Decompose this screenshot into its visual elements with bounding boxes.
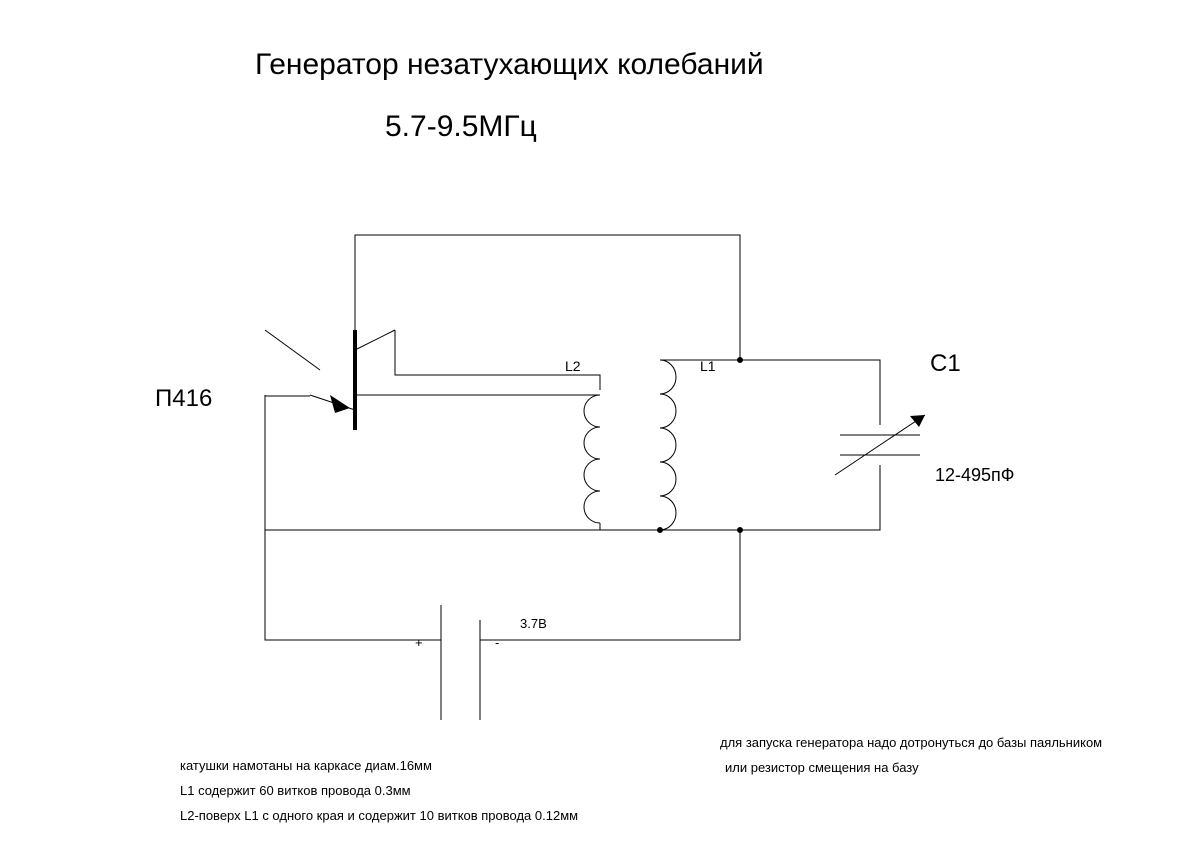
battery-plus-label: +: [415, 635, 423, 650]
battery-voltage-label: 3.7В: [520, 616, 547, 631]
note-left-line3: L2-поверх L1 с одного края и содержит 10…: [180, 808, 578, 823]
capacitor-label: C1: [930, 350, 961, 378]
capacitor-value: 12-495пФ: [935, 465, 1014, 486]
note-left-line1: катушки намотаны на каркасе диам.16мм: [180, 758, 432, 773]
note-left-line2: L1 содержит 60 витков провода 0.3мм: [180, 783, 411, 798]
circuit-schematic: [0, 0, 1200, 848]
inductor-l1-label: L1: [700, 358, 716, 374]
battery-minus-label: -: [495, 635, 499, 650]
note-right-line1: для запуска генератора надо дотронуться …: [720, 735, 1102, 750]
transistor-label: П416: [155, 385, 212, 413]
note-right-line2: или резистор смещения на базу: [725, 760, 919, 775]
inductor-l2-label: L2: [565, 358, 581, 374]
